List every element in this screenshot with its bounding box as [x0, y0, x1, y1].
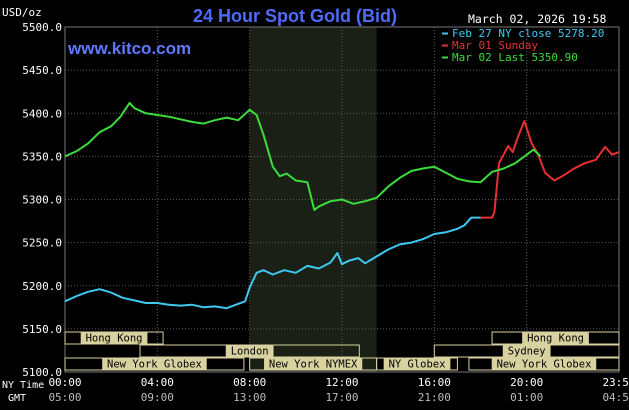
- session-bar: [376, 357, 458, 371]
- session-label: NY Globex: [389, 359, 446, 371]
- session-label: New York Globex: [107, 359, 202, 371]
- nymex-shade-layer: [249, 27, 377, 372]
- session-label: Hong Kong: [86, 333, 143, 345]
- y-tick-label: 5100.0: [22, 366, 62, 379]
- axis-layer: 5500.0 5450.0 5400.0 5350.0 5300.0 5250.0 5200…: [2, 21, 629, 404]
- x-tick-label-ny: 04:00: [141, 376, 174, 389]
- x-tick-label-gmt: 17:00: [325, 391, 358, 404]
- unit-label: USD/oz: [2, 6, 42, 19]
- x-tick-label-gmt: 05:00: [48, 391, 81, 404]
- y-tick-label: 5500.0: [22, 21, 62, 34]
- session-label-bg: [502, 345, 551, 357]
- session-layer: Hong Kong London New York Globex New York N…: [64, 331, 620, 371]
- x-tick-label-gmt: 04:59: [602, 391, 629, 404]
- y-tick-label: 5250.0: [22, 237, 62, 250]
- y-tick-label: 5150.0: [22, 323, 62, 336]
- y-tick-label: 5400.0: [22, 107, 62, 120]
- x-tick-label-gmt: 21:00: [418, 391, 451, 404]
- session-bar: [491, 331, 620, 345]
- session-bar: [139, 344, 360, 358]
- legend-entry: Mar 01 Sunday: [452, 39, 538, 52]
- session-label-bg: [225, 345, 274, 357]
- series-line-1: [64, 216, 481, 310]
- y-tick-label: 5200.0: [22, 280, 62, 293]
- x-row-label-gmt: GMT: [8, 393, 26, 404]
- series-layer: [64, 101, 620, 310]
- x-tick-label-ny: 00:00: [48, 376, 81, 389]
- legend-entry: Mar 02 Last 5350.90: [452, 51, 578, 64]
- session-bar: [64, 357, 245, 371]
- series-line-2: [480, 120, 620, 219]
- y-tick-label: 5450.0: [22, 64, 62, 77]
- site-link[interactable]: www.kitco.com: [67, 39, 191, 58]
- session-bar: [64, 331, 164, 345]
- x-tick-label-ny: 16:00: [418, 376, 451, 389]
- session-label: New York NYMEX: [269, 359, 358, 371]
- x-tick-label-ny: 12:00: [325, 376, 358, 389]
- x-tick-label-gmt: 01:00: [510, 391, 543, 404]
- x-tick-label-ny: 20:00: [510, 376, 543, 389]
- y-tick-label: 5300.0: [22, 194, 62, 207]
- timestamp: March 02, 2026 19:58: [468, 12, 607, 26]
- nymex-shade: [249, 27, 377, 372]
- y-tick-label: 5350.0: [22, 150, 62, 163]
- series-line-3: [64, 101, 542, 211]
- session-label-bg: [383, 358, 451, 370]
- x-tick-label-gmt: 13:00: [233, 391, 266, 404]
- x-tick-label-ny: 23:59: [602, 376, 629, 389]
- session-label-bg: [522, 332, 589, 344]
- x-row-label-ny: NY Time: [2, 380, 44, 391]
- plot-frame: [64, 26, 620, 373]
- session-bar: [433, 344, 620, 358]
- legend-entry: Feb 27 NY close 5278.20: [452, 27, 604, 40]
- x-tick-label-gmt: 09:00: [141, 391, 174, 404]
- session-label: London: [231, 346, 269, 358]
- session-label-bg: [264, 358, 363, 370]
- session-bar: [468, 357, 620, 371]
- session-label-bg: [80, 332, 148, 344]
- x-tick-label-ny: 08:00: [233, 376, 266, 389]
- session-label: Hong Kong: [527, 333, 584, 345]
- session-label-bg: [102, 358, 207, 370]
- session-label: New York Globex: [497, 359, 592, 371]
- session-label: Sydney: [508, 346, 546, 358]
- chart-title: 24 Hour Spot Gold (Bid): [193, 6, 397, 26]
- session-label-bg: [491, 358, 597, 370]
